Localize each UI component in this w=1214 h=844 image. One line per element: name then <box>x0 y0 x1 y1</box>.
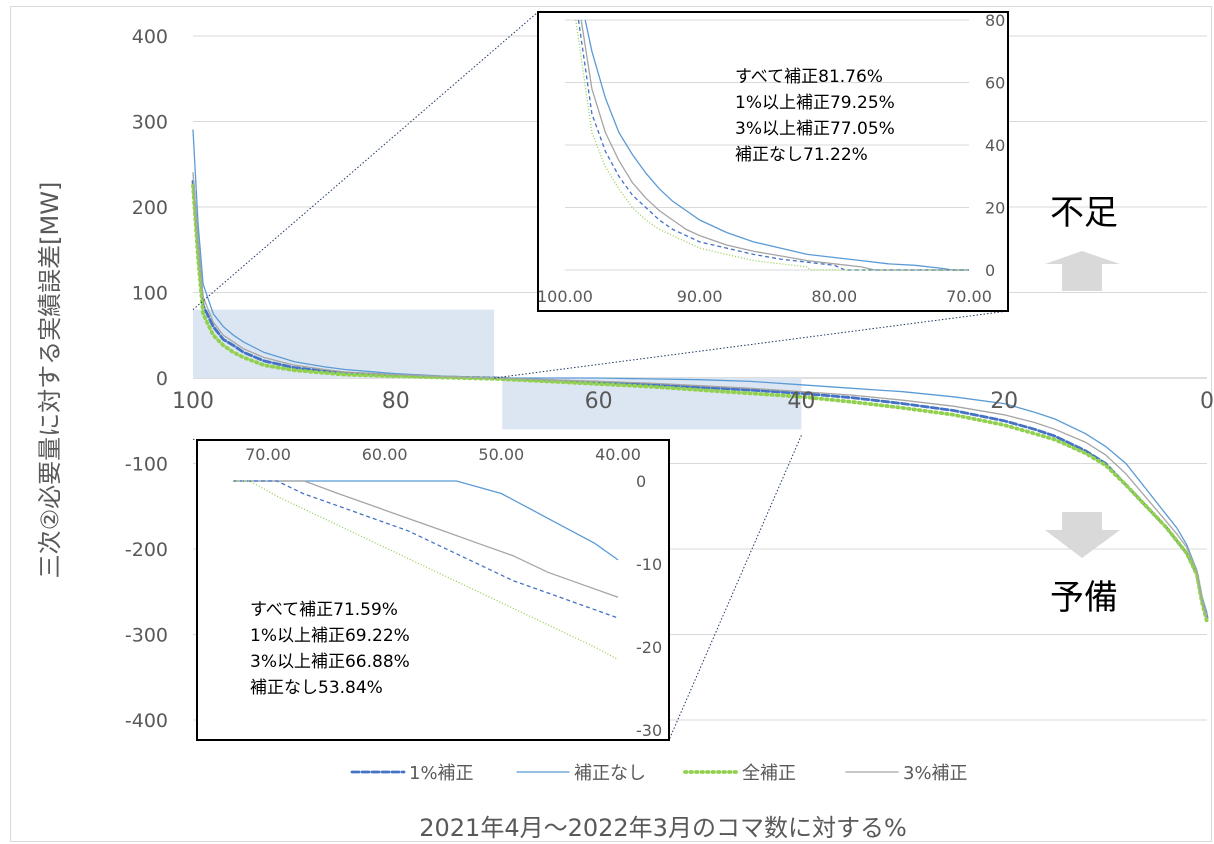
inset-annotation: 3%以上補正77.05% <box>735 119 895 139</box>
legend-label-2: 全補正 <box>742 763 796 784</box>
inset-y-tick-label: 40 <box>985 136 1005 155</box>
y-axis-title: 三次②必要量に対する実績誤差[MW] <box>36 182 64 579</box>
x-tick-label: 60 <box>585 389 613 414</box>
inset-annotation: すべて補正71.59% <box>250 600 398 620</box>
inset-y-tick-label: 60 <box>985 74 1005 93</box>
series-line-1 <box>192 129 1208 614</box>
zoom-connector-line <box>494 310 1009 379</box>
down-arrow-icon <box>1045 512 1120 558</box>
y-tick-label: 300 <box>132 112 168 134</box>
inset-annotation: 補正なし71.22% <box>735 145 868 165</box>
inset-y-tick-label: -10 <box>636 555 662 574</box>
inset-series-line-1 <box>233 480 619 598</box>
connector-layer <box>192 11 1009 741</box>
inset-x-tick-label: 80.00 <box>811 287 857 306</box>
arrow-layer: 不足 予備 <box>1045 193 1120 618</box>
inset-series-line-3 <box>575 19 969 271</box>
inset-x-tick-label: 50.00 <box>478 445 524 464</box>
inset-border <box>537 11 1009 312</box>
inset-series-line-0 <box>584 19 969 271</box>
inset-series-line-0 <box>233 480 619 561</box>
x-tick-label: 40 <box>787 389 815 414</box>
inset-border <box>196 439 670 741</box>
legend: 1%補正 補正なし 全補正 3%補正 <box>350 763 968 784</box>
x-tick-label: 80 <box>382 389 410 414</box>
x-tick-label: 20 <box>990 389 1018 414</box>
inset-x-tick-label: 100.00 <box>537 287 593 306</box>
y-tick-label: -300 <box>125 625 168 647</box>
y-tick-label: 400 <box>132 26 168 48</box>
inset-y-tick-label: 20 <box>985 199 1005 218</box>
highlight-layer <box>193 309 802 430</box>
inset-series-line-3 <box>233 480 619 661</box>
inset-y-tick-label: 0 <box>985 261 995 280</box>
inset-layer: 80 60 40 20 0 100.00 90.00 80.00 70.00 すべて補正81.76… <box>196 11 1009 741</box>
shortage-label: 不足 <box>1050 193 1118 233</box>
inset-x-tick-label: 90.00 <box>677 287 723 306</box>
inset-annotation: 1%以上補正79.25% <box>735 93 895 113</box>
inset-annotation: 1%以上補正69.22% <box>250 626 410 646</box>
x-tick-label: 100 <box>172 389 214 414</box>
reserve-label: 予備 <box>1050 578 1118 618</box>
x-axis-title: 2021年4月～2022年3月のコマ数に対する% <box>419 814 907 842</box>
legend-label-3: 3%補正 <box>903 763 968 784</box>
inset-x-tick-label: 70.00 <box>946 287 992 306</box>
y-tick-label: -200 <box>125 539 168 561</box>
legend-label-0: 1%補正 <box>409 763 474 784</box>
inset-x-tick-label: 60.00 <box>362 445 408 464</box>
y-tick-label: 100 <box>132 283 168 305</box>
y-tick-label: 0 <box>156 368 168 390</box>
up-arrow-icon <box>1045 251 1120 291</box>
inset-y-tick-label: 0 <box>636 472 646 491</box>
inset-series-line-1 <box>580 19 969 271</box>
series-line-3 <box>192 172 1208 619</box>
inset-annotation: すべて補正81.76% <box>735 67 883 87</box>
inset-x-tick-label: 40.00 <box>595 445 641 464</box>
zoom-connector-line <box>192 438 198 441</box>
inset-y-tick-label: -20 <box>636 638 662 657</box>
inset-series-line-2 <box>233 480 619 619</box>
y-tick-label: -100 <box>125 454 168 476</box>
inset-top: 80 60 40 20 0 100.00 90.00 80.00 70.00 すべて補正81.76… <box>537 11 1009 312</box>
legend-label-1: 補正なし <box>574 763 646 784</box>
inset-bottom: 0 -10 -20 -30 70.00 60.00 50.00 40.00 すべて補正71.59… <box>196 439 670 741</box>
zoom-connector-line <box>192 11 539 310</box>
chart-frame <box>10 6 1212 842</box>
zoom-region-top <box>193 309 495 378</box>
inset-annotation: 3%以上補正66.88% <box>250 652 410 672</box>
inset-annotation: 補正なし53.84% <box>250 678 383 698</box>
series-line-2 <box>191 183 1209 624</box>
inset-x-tick-label: 70.00 <box>245 445 291 464</box>
inset-series-line-2 <box>577 19 969 271</box>
inset-y-tick-label: -30 <box>636 721 662 740</box>
inset-y-tick-label: 80 <box>985 11 1005 30</box>
y-tick-label: 200 <box>132 197 168 219</box>
y-tick-label: -400 <box>125 710 168 732</box>
x-tick-label: 0 <box>1200 389 1214 414</box>
series-layer <box>191 129 1209 624</box>
zoom-connector-line <box>668 435 802 741</box>
